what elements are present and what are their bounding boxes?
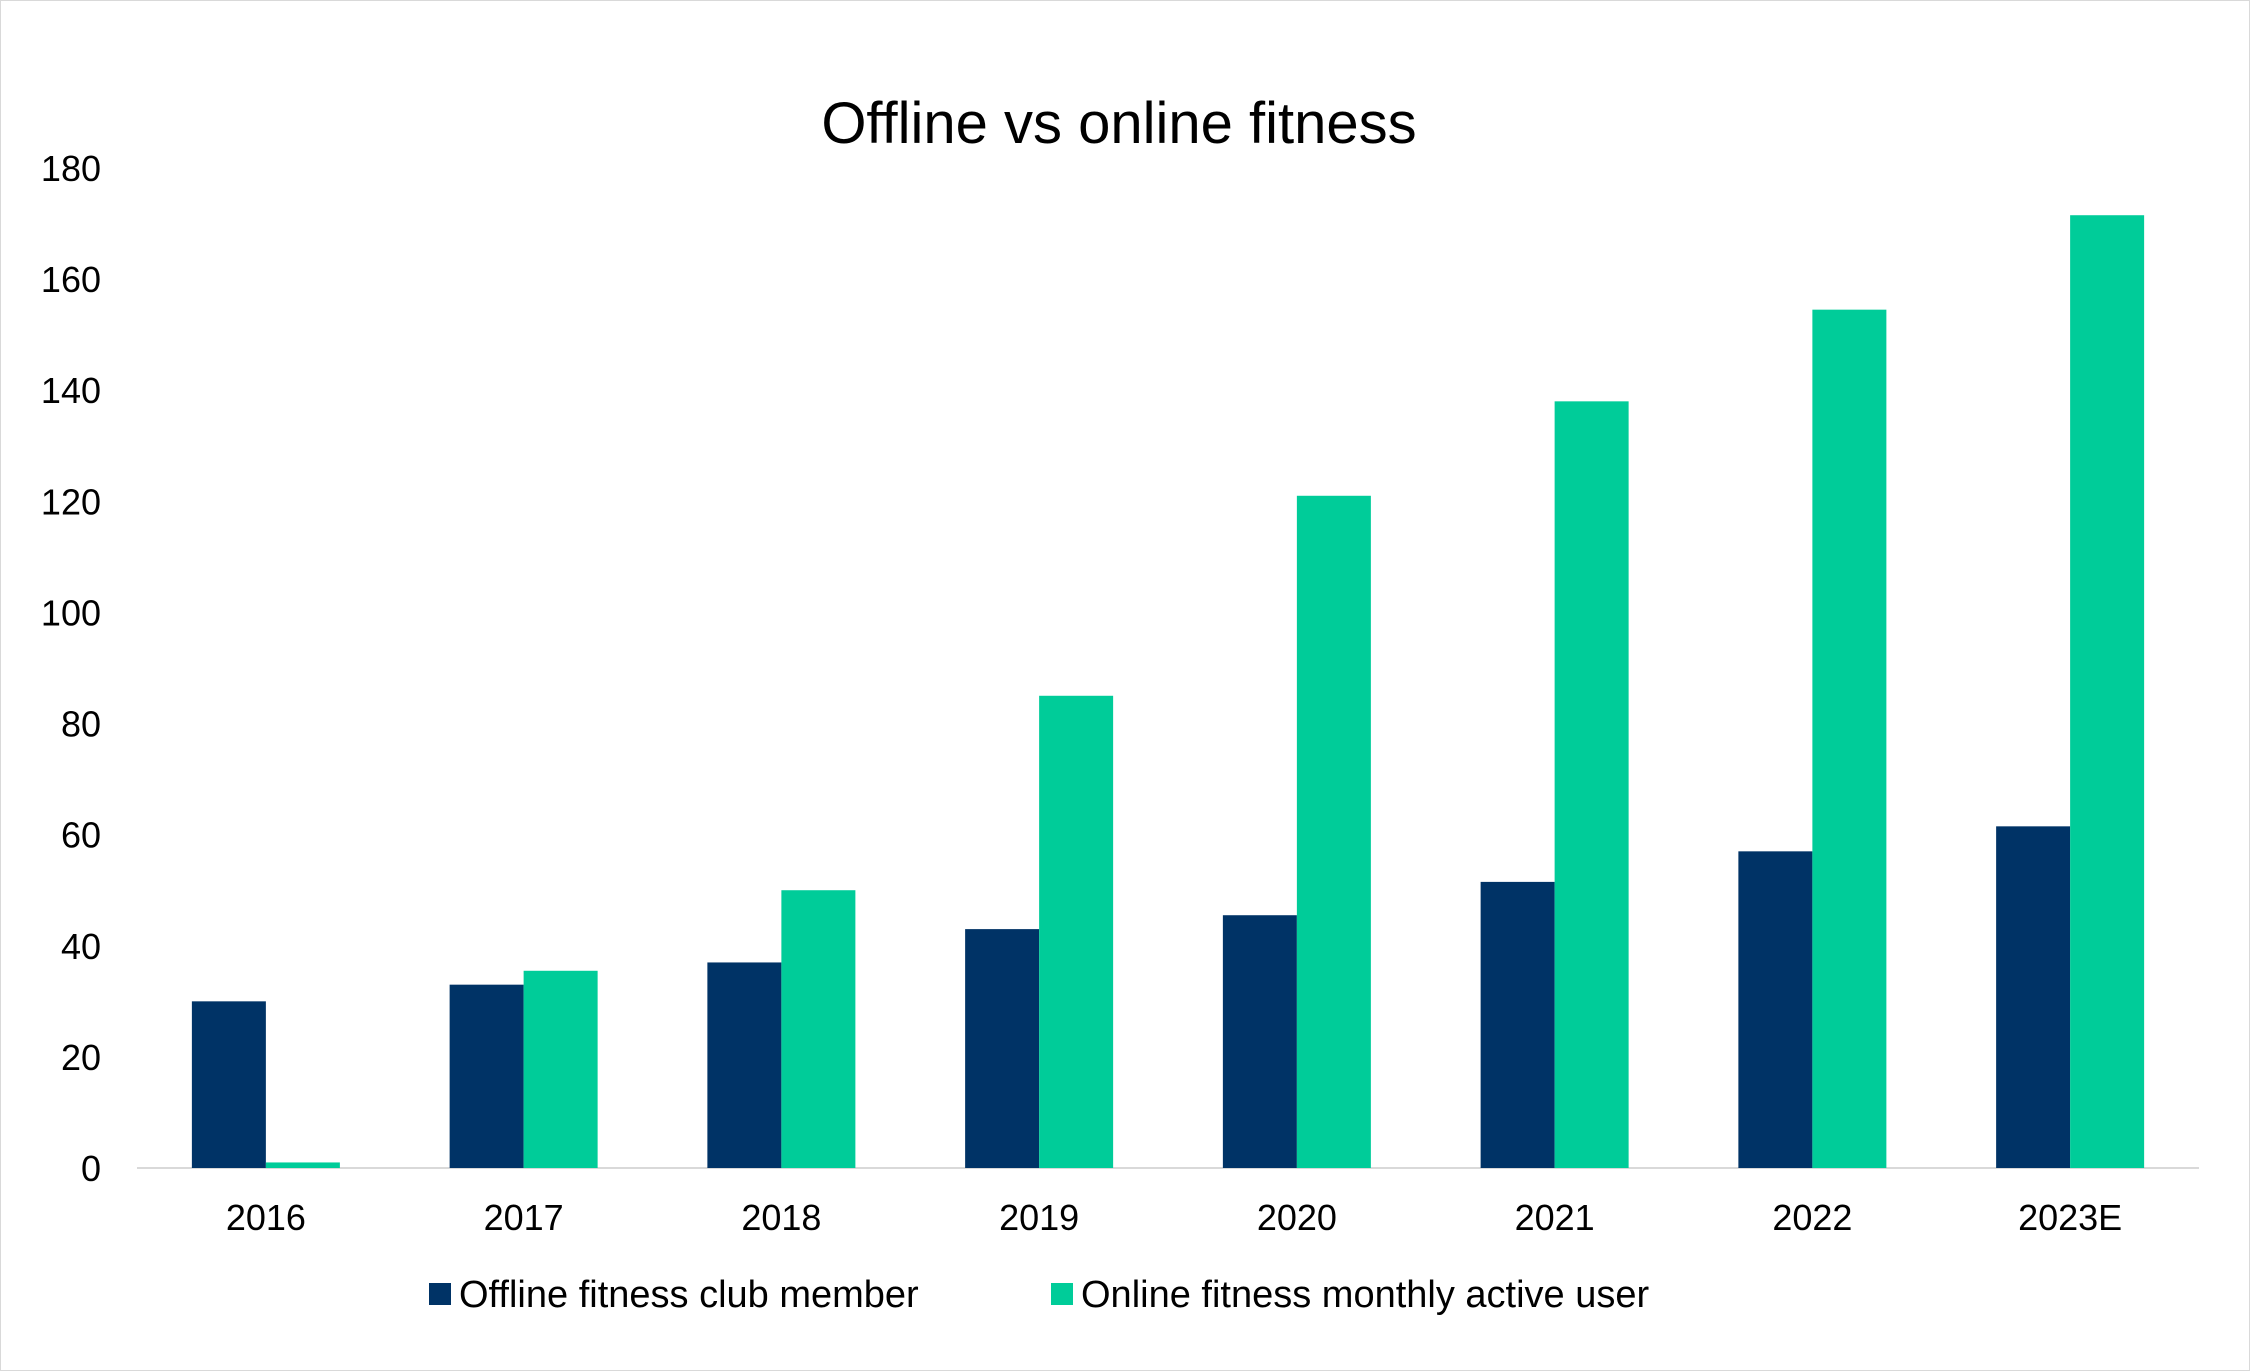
bar-online-2021 [1554,401,1629,1168]
x-tick-label: 2022 [1772,1197,1852,1238]
x-axis: 2016 2017 2018 2019 2020 2021 2022 2023E [137,1167,2199,1238]
bar-offline-2023E [1996,826,2071,1168]
y-tick-label: 180 [41,148,101,189]
bar-online-2019 [1039,695,1114,1168]
legend-label-online: Online fitness monthly active user [1081,1274,1649,1316]
y-tick-label: 80 [61,704,101,745]
bars-group [191,215,2145,1169]
y-tick-label: 0 [81,1148,101,1189]
bar-online-2018 [781,890,856,1168]
legend: Offline fitness club member Online fitne… [429,1274,1649,1316]
legend-swatch-online [1051,1283,1073,1305]
bar-offline-2018 [707,962,782,1168]
y-tick-label: 20 [61,1037,101,1078]
legend-label-offline: Offline fitness club member [459,1274,919,1316]
x-tick-label: 2016 [226,1197,306,1238]
y-tick-label: 60 [61,815,101,856]
bar-online-2020 [1296,495,1371,1168]
bar-online-2022 [1812,309,1887,1169]
bar-offline-2022 [1738,851,1813,1168]
bar-offline-2020 [1222,915,1297,1168]
y-tick-label: 160 [41,259,101,300]
bar-online-2016 [265,1162,340,1168]
legend-swatch-offline [429,1283,451,1305]
x-tick-label: 2021 [1515,1197,1595,1238]
y-tick-label: 120 [41,481,101,522]
bar-online-2017 [523,970,598,1168]
x-tick-label: 2020 [1257,1197,1337,1238]
bar-offline-2016 [191,1001,266,1168]
x-tick-label: 2019 [999,1197,1079,1238]
bar-offline-2017 [449,984,524,1168]
bar-offline-2019 [965,929,1040,1168]
y-axis: 0 20 40 60 80 100 120 140 160 180 [41,148,101,1189]
bar-online-2023E [2070,215,2145,1168]
y-tick-label: 100 [41,592,101,633]
y-tick-label: 40 [61,926,101,967]
x-tick-label: 2018 [741,1197,821,1238]
y-tick-label: 140 [41,370,101,411]
bar-offline-2021 [1480,881,1555,1168]
chart-title: Offline vs online fitness [821,91,1416,156]
x-tick-label: 2023E [2018,1197,2122,1238]
x-tick-label: 2017 [484,1197,564,1238]
